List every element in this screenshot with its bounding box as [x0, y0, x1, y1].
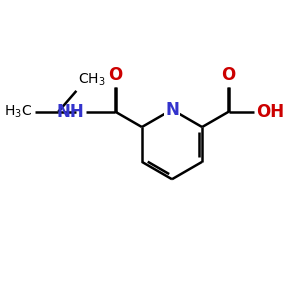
- Text: OH: OH: [256, 103, 284, 121]
- Text: CH$_3$: CH$_3$: [78, 72, 105, 88]
- Text: NH: NH: [56, 103, 84, 121]
- Text: H$_3$C: H$_3$C: [4, 103, 32, 120]
- Text: O: O: [108, 67, 122, 85]
- Text: N: N: [165, 100, 179, 118]
- Text: O: O: [221, 67, 236, 85]
